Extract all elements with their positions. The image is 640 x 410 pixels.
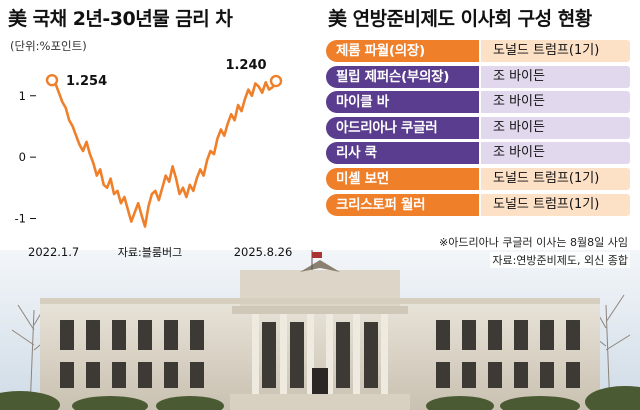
board-member-name: 필립 제퍼슨(부의장) bbox=[326, 65, 479, 88]
end-point-marker bbox=[269, 74, 283, 88]
board-member-appointed-by: 조 바이든 bbox=[481, 116, 630, 139]
fed-board-table: 제롬 파월(의장) 도널드 트럼프(1기) 필립 제퍼슨(부의장) 조 바이든 마이클 … bbox=[326, 40, 630, 219]
board-member-appointed-by: 도널드 트럼프(1기) bbox=[481, 40, 630, 62]
board-footnote: ※아드리아나 쿠글러 이사는 8월8일 사임 bbox=[437, 234, 630, 250]
yield-spread-line-chart: 1 0 -1 1.254 1.240 2022.1.7 2025.8.26 자료:블… bbox=[15, 58, 293, 259]
board-member-name: 크리스토퍼 월러 bbox=[326, 193, 479, 216]
chart-title: 美 국채 2년-30년물 금리 차 bbox=[8, 8, 233, 30]
board-member-name: 미셸 보먼 bbox=[326, 167, 479, 190]
board-member-name: 리사 쿡 bbox=[326, 142, 479, 165]
yield-spread-series-line bbox=[50, 78, 278, 228]
x-tick-label-end: 2025.8.26 bbox=[234, 245, 293, 259]
board-member-appointed-by: 조 바이든 bbox=[481, 91, 630, 114]
board-member-name: 아드리아나 쿠글러 bbox=[326, 116, 479, 139]
board-source-label: 자료:연방준비제도, 외신 종합 bbox=[490, 252, 630, 268]
y-tick-label: 1 bbox=[19, 89, 26, 103]
chart-unit-label: (단위:%포인트) bbox=[10, 39, 87, 53]
start-point-marker bbox=[45, 73, 59, 87]
board-member-appointed-by: 조 바이든 bbox=[481, 65, 630, 88]
board-member-row: 필립 제퍼슨(부의장) 조 바이든 bbox=[326, 65, 630, 88]
board-member-row: 미셸 보먼 도널드 트럼프(1기) bbox=[326, 167, 630, 190]
board-title: 美 연방준비제도 이사회 구성 현황 bbox=[328, 8, 592, 30]
board-member-appointed-by: 조 바이든 bbox=[481, 142, 630, 165]
y-tick-label: -1 bbox=[15, 212, 26, 226]
start-value-label: 1.254 bbox=[66, 74, 107, 89]
board-member-row: 제롬 파월(의장) 도널드 트럼프(1기) bbox=[326, 40, 630, 62]
board-member-row: 아드리아나 쿠글러 조 바이든 bbox=[326, 116, 630, 139]
board-member-appointed-by: 도널드 트럼프(1기) bbox=[481, 167, 630, 190]
chart-source-label: 자료:블룸버그 bbox=[118, 246, 182, 259]
board-member-row: 크리스토퍼 월러 도널드 트럼프(1기) bbox=[326, 193, 630, 216]
x-tick-label-start: 2022.1.7 bbox=[28, 245, 79, 259]
board-member-name: 마이클 바 bbox=[326, 91, 479, 114]
board-member-appointed-by: 도널드 트럼프(1기) bbox=[481, 193, 630, 216]
board-member-name: 제롬 파월(의장) bbox=[326, 40, 479, 62]
y-tick-label: 0 bbox=[19, 150, 26, 164]
end-value-label: 1.240 bbox=[225, 58, 266, 73]
federal-reserve-building-photo bbox=[0, 250, 640, 410]
